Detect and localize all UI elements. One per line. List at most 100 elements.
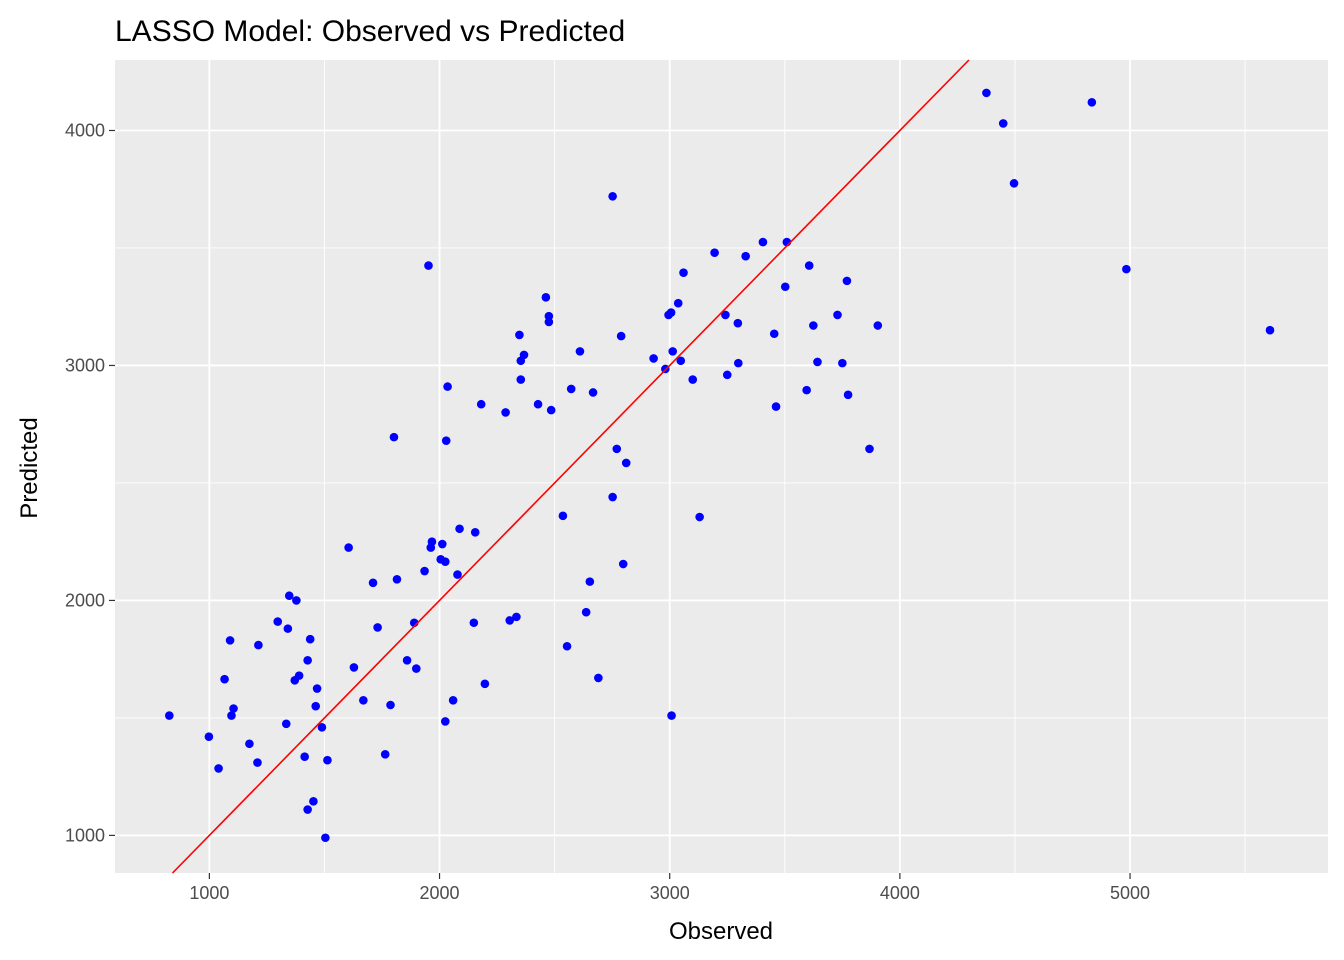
- data-point: [802, 385, 811, 395]
- y-tick-label: 3000: [65, 355, 105, 375]
- data-point: [618, 559, 628, 569]
- data-point: [780, 282, 790, 292]
- data-point: [214, 764, 223, 773]
- data-point: [721, 310, 730, 320]
- data-point: [676, 356, 686, 366]
- data-point: [544, 311, 554, 321]
- data-point: [838, 358, 847, 368]
- data-point: [843, 390, 853, 400]
- data-point: [515, 330, 524, 340]
- data-point: [1122, 264, 1131, 274]
- data-point: [512, 612, 521, 622]
- data-point: [476, 399, 486, 409]
- data-point: [695, 512, 704, 522]
- data-point: [438, 539, 447, 549]
- data-point: [441, 436, 451, 445]
- data-point: [544, 317, 554, 327]
- x-tick-label: 4000: [880, 883, 920, 903]
- data-point: [833, 310, 842, 320]
- data-point: [673, 298, 683, 308]
- data-point: [359, 695, 368, 705]
- data-point: [733, 318, 743, 328]
- major-gridlines: [115, 60, 1328, 873]
- data-point: [294, 671, 304, 680]
- data-point: [321, 833, 330, 843]
- data-point: [427, 537, 437, 546]
- data-point: [998, 119, 1008, 128]
- data-point: [616, 331, 626, 341]
- data-point: [284, 591, 294, 601]
- data-point: [368, 578, 378, 588]
- data-point: [722, 370, 732, 380]
- data-point: [312, 684, 322, 693]
- data-point: [667, 711, 676, 720]
- x-tick-label: 2000: [420, 883, 460, 903]
- data-point: [516, 375, 526, 384]
- data-point: [533, 399, 543, 409]
- data-point: [668, 347, 678, 356]
- data-point: [254, 640, 263, 650]
- data-point: [469, 618, 479, 628]
- data-point: [688, 375, 698, 384]
- data-point: [305, 634, 315, 644]
- data-point: [303, 656, 312, 665]
- data-point: [666, 308, 676, 317]
- data-point: [448, 695, 458, 705]
- data-point: [546, 405, 556, 415]
- data-point: [608, 191, 617, 201]
- data-point: [311, 701, 321, 711]
- data-point: [710, 248, 719, 257]
- data-point: [253, 758, 262, 767]
- data-point: [480, 679, 490, 689]
- minor-gridlines: [115, 60, 1328, 873]
- data-point: [292, 596, 301, 605]
- x-tick-label: 5000: [1110, 883, 1150, 903]
- data-point: [558, 511, 568, 521]
- data-point: [1265, 325, 1275, 335]
- data-point: [501, 408, 510, 417]
- data-point: [809, 321, 818, 330]
- data-point: [865, 444, 874, 454]
- data-point: [769, 329, 779, 339]
- y-tick-label: 1000: [65, 825, 105, 845]
- data-point: [440, 717, 450, 726]
- data-point: [758, 237, 768, 247]
- data-points: [165, 88, 1275, 843]
- data-point: [303, 805, 312, 814]
- data-point: [420, 566, 429, 576]
- data-point: [982, 88, 991, 98]
- data-point: [380, 750, 390, 759]
- reference-line-group: [171, 59, 970, 874]
- data-point: [300, 752, 309, 761]
- data-point: [227, 711, 236, 720]
- data-point: [562, 641, 572, 651]
- data-point: [373, 623, 382, 632]
- data-point: [283, 624, 293, 633]
- data-point: [566, 384, 576, 394]
- data-point: [344, 543, 353, 552]
- reference-line: [171, 59, 970, 874]
- data-point: [309, 797, 318, 806]
- data-point: [411, 664, 421, 673]
- data-point: [519, 350, 529, 360]
- data-point: [585, 577, 595, 586]
- data-point: [1009, 179, 1019, 188]
- data-point: [245, 739, 254, 749]
- data-point: [594, 673, 603, 683]
- chart-title: LASSO Model: Observed vs Predicted: [115, 15, 625, 48]
- data-point: [440, 557, 450, 566]
- data-point: [386, 700, 395, 710]
- data-point: [389, 432, 399, 442]
- data-point: [608, 492, 617, 502]
- y-tick-label: 4000: [65, 120, 105, 140]
- data-point: [204, 732, 214, 742]
- data-point: [621, 458, 631, 468]
- x-tick-label: 1000: [189, 883, 229, 903]
- data-point: [804, 261, 814, 270]
- plot-panel: [115, 60, 1328, 873]
- data-point: [734, 358, 743, 368]
- y-axis-title: Predicted: [16, 417, 43, 518]
- data-point: [220, 674, 229, 684]
- data-point: [323, 755, 332, 765]
